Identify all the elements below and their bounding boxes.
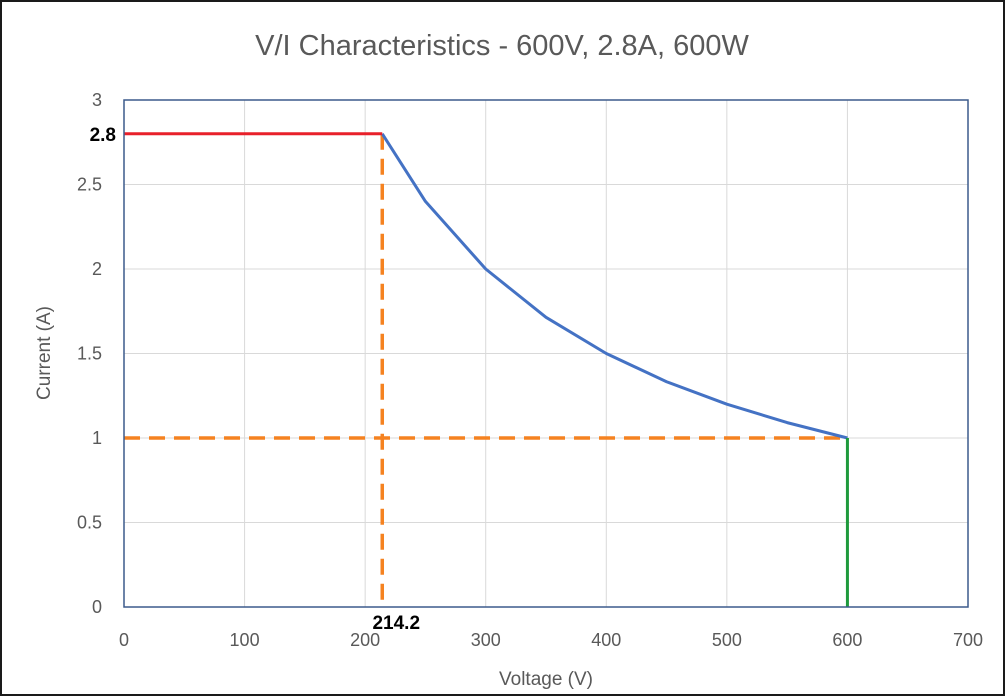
y-tick-label-3: 1.5: [77, 344, 102, 364]
y-tick-label-0: 0: [92, 597, 102, 617]
y-tick-label-4: 2: [92, 259, 102, 279]
series-layer: [124, 132, 849, 607]
x-tick-label-1: 100: [230, 630, 260, 650]
plot-area-border: [123, 99, 969, 608]
x-tick-label-2: 200: [350, 630, 380, 650]
annotations: 2.8 214.2: [90, 125, 420, 634]
x-tick-label-0: 0: [119, 630, 129, 650]
y-axis-label: Current (A): [34, 306, 55, 400]
chart-title: V/I Characteristics - 600V, 2.8A, 600W: [255, 30, 749, 62]
x-tick-label-7: 700: [953, 630, 983, 650]
x-tick-label-6: 600: [832, 630, 862, 650]
x-tick-label-4: 400: [591, 630, 621, 650]
tick-labels: 0 100 200 300 400 500 600 700 0 0.5 1 1.5 2 2.5 3: [77, 90, 983, 650]
y-tick-label-1: 0.5: [77, 513, 102, 533]
annotation-label-0: 2.8: [90, 125, 116, 146]
gridlines: [123, 99, 969, 608]
series-line-1: [380, 132, 848, 440]
x-tick-label-5: 500: [712, 630, 742, 650]
x-tick-label-3: 300: [471, 630, 501, 650]
x-axis-label: Voltage (V): [499, 669, 593, 690]
y-tick-label-5: 2.5: [77, 175, 102, 195]
annotation-label-1: 214.2: [372, 613, 420, 634]
y-tick-label-2: 1: [92, 428, 102, 448]
y-tick-label-6: 3: [92, 90, 102, 110]
